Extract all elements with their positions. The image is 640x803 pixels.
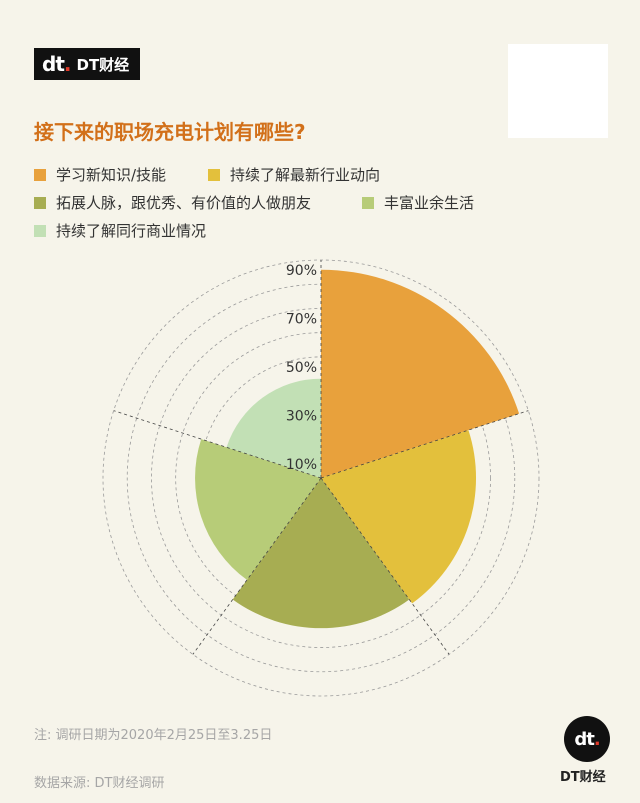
legend-item: 拓展人脉，跟优秀、有价值的人做朋友 [34,192,311,213]
chart-ticks: 10% 30% 50% 70% 90% [286,263,317,473]
legend-item: 持续了解同行商业情况 [34,220,206,241]
legend-swatch [34,224,46,237]
spoke-line [320,477,450,655]
legend-swatch [208,168,220,181]
legend-label: 持续了解最新行业动向 [230,166,381,184]
polar-wedge [195,439,321,580]
tick-label: 10% [286,457,317,473]
footer-source: 数据来源: DT财经调研 [34,776,165,791]
blank-panel [508,44,608,138]
polar-wedge [226,378,321,478]
chart-spokes [113,260,529,655]
logo-text: DT财经 [76,55,130,74]
spoke-line [113,410,322,479]
polar-wedge [321,430,477,604]
legend-swatch [34,168,46,181]
polar-wedge [321,269,520,478]
legend-swatch [34,196,46,209]
brand-logo: dt. DT财经 [34,48,140,80]
legend-label: 持续了解同行商业情况 [56,222,207,240]
tick-label: 90% [286,263,317,279]
legend-item: 丰富业余生活 [362,192,474,213]
legend-label: 拓展人脉，跟优秀、有价值的人做朋友 [56,194,312,212]
chart-title: 接下来的职场充电计划有哪些? [34,120,306,144]
tick-label: 30% [286,408,317,424]
tick-label: 70% [286,311,317,327]
corner-logo-text: DT财经 [560,770,606,785]
legend-item: 学习新知识/技能 [34,164,166,185]
logo-mark: dt. [42,52,71,76]
legend-item: 持续了解最新行业动向 [208,164,380,185]
legend-swatch [362,196,374,209]
chart-wedges [195,269,520,629]
legend-label: 丰富业余生活 [384,194,475,212]
spoke-line [192,477,322,655]
tick-label: 50% [286,360,317,376]
legend-label: 学习新知识/技能 [56,166,167,184]
spoke-line [320,410,529,479]
corner-logo: dt. [564,716,610,762]
polar-wedge [232,478,410,629]
footer-note: 注: 调研日期为2020年2月25日至3.25日 [34,728,273,743]
